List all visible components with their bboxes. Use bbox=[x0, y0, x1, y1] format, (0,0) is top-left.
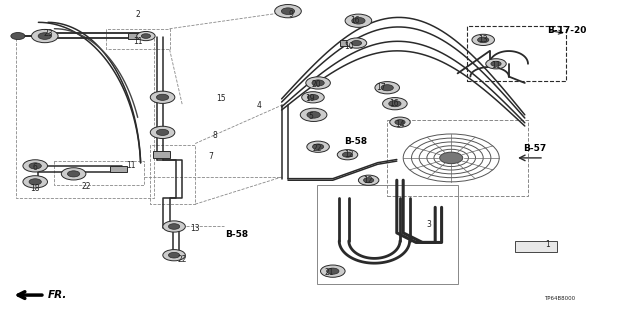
Bar bbox=[110, 166, 127, 172]
Circle shape bbox=[163, 249, 186, 261]
Text: 1: 1 bbox=[545, 240, 550, 249]
Circle shape bbox=[472, 34, 495, 46]
Circle shape bbox=[326, 268, 339, 274]
Circle shape bbox=[137, 32, 155, 41]
Text: 13: 13 bbox=[478, 35, 488, 44]
Circle shape bbox=[150, 126, 175, 138]
Text: B-57: B-57 bbox=[523, 144, 546, 153]
Bar bbox=[387, 120, 528, 196]
Bar bbox=[340, 40, 357, 46]
Text: 19: 19 bbox=[305, 94, 316, 103]
Text: 20: 20 bbox=[312, 80, 322, 89]
Circle shape bbox=[67, 171, 80, 177]
Circle shape bbox=[61, 168, 86, 180]
Circle shape bbox=[23, 176, 47, 188]
Circle shape bbox=[337, 150, 358, 160]
Circle shape bbox=[156, 129, 169, 136]
Text: 18: 18 bbox=[31, 184, 40, 193]
Circle shape bbox=[390, 117, 410, 127]
Bar bbox=[317, 185, 458, 284]
Circle shape bbox=[346, 38, 367, 48]
Circle shape bbox=[141, 34, 150, 38]
Circle shape bbox=[306, 77, 330, 89]
Circle shape bbox=[307, 112, 320, 118]
Circle shape bbox=[388, 100, 401, 107]
Circle shape bbox=[312, 144, 324, 150]
Text: 15: 15 bbox=[216, 94, 226, 103]
Text: 22: 22 bbox=[178, 256, 187, 264]
Text: 3: 3 bbox=[426, 220, 431, 229]
Text: 8: 8 bbox=[212, 131, 217, 140]
Circle shape bbox=[282, 8, 294, 14]
Circle shape bbox=[491, 61, 501, 66]
Text: 12: 12 bbox=[364, 176, 372, 185]
Text: 16: 16 bbox=[350, 16, 360, 25]
Circle shape bbox=[300, 108, 327, 122]
Text: 13: 13 bbox=[190, 224, 200, 233]
Text: 17: 17 bbox=[376, 83, 386, 92]
Text: 9: 9 bbox=[289, 10, 294, 19]
Circle shape bbox=[358, 175, 379, 185]
Circle shape bbox=[31, 29, 58, 43]
Circle shape bbox=[307, 141, 330, 152]
Circle shape bbox=[381, 85, 394, 91]
Circle shape bbox=[156, 94, 169, 100]
Text: 11: 11 bbox=[492, 61, 500, 70]
Circle shape bbox=[395, 120, 405, 125]
Text: B-58: B-58 bbox=[225, 230, 248, 239]
Circle shape bbox=[11, 33, 25, 40]
Bar bbox=[153, 152, 170, 158]
Text: 7: 7 bbox=[209, 152, 214, 161]
Circle shape bbox=[352, 18, 365, 24]
Text: B-17-20: B-17-20 bbox=[547, 26, 586, 35]
Circle shape bbox=[29, 179, 42, 185]
Circle shape bbox=[477, 37, 489, 43]
Circle shape bbox=[38, 33, 51, 39]
Circle shape bbox=[168, 252, 180, 258]
Text: 5: 5 bbox=[308, 112, 313, 121]
Circle shape bbox=[163, 221, 186, 232]
Text: B-58: B-58 bbox=[344, 137, 367, 146]
Circle shape bbox=[440, 152, 463, 164]
Text: TP64B8000: TP64B8000 bbox=[545, 296, 575, 301]
Text: 11: 11 bbox=[127, 161, 136, 170]
Circle shape bbox=[29, 163, 42, 169]
Circle shape bbox=[23, 160, 47, 172]
Text: 23: 23 bbox=[43, 29, 53, 38]
Text: 21: 21 bbox=[325, 268, 334, 277]
Circle shape bbox=[342, 152, 353, 157]
Circle shape bbox=[383, 98, 407, 110]
Circle shape bbox=[301, 92, 324, 103]
Bar bbox=[467, 26, 566, 81]
Circle shape bbox=[307, 94, 319, 100]
Text: 6: 6 bbox=[33, 163, 38, 172]
Text: 14: 14 bbox=[395, 120, 405, 129]
Circle shape bbox=[321, 265, 345, 277]
Circle shape bbox=[375, 82, 399, 94]
Circle shape bbox=[364, 178, 374, 183]
Text: 2: 2 bbox=[135, 10, 140, 19]
Circle shape bbox=[150, 91, 175, 103]
Text: 16: 16 bbox=[388, 99, 399, 108]
Circle shape bbox=[351, 41, 362, 46]
Text: 22: 22 bbox=[312, 144, 321, 153]
Circle shape bbox=[345, 14, 372, 27]
Text: 10: 10 bbox=[344, 42, 354, 51]
Text: 12: 12 bbox=[344, 150, 353, 159]
Text: 11: 11 bbox=[133, 37, 142, 46]
Bar bbox=[128, 33, 145, 39]
Text: FR.: FR. bbox=[48, 290, 67, 300]
Circle shape bbox=[486, 59, 506, 69]
Text: 22: 22 bbox=[82, 182, 91, 191]
Circle shape bbox=[312, 80, 324, 86]
Circle shape bbox=[275, 4, 301, 18]
Bar bbox=[515, 241, 557, 252]
Text: 4: 4 bbox=[257, 101, 262, 110]
Circle shape bbox=[168, 224, 180, 229]
